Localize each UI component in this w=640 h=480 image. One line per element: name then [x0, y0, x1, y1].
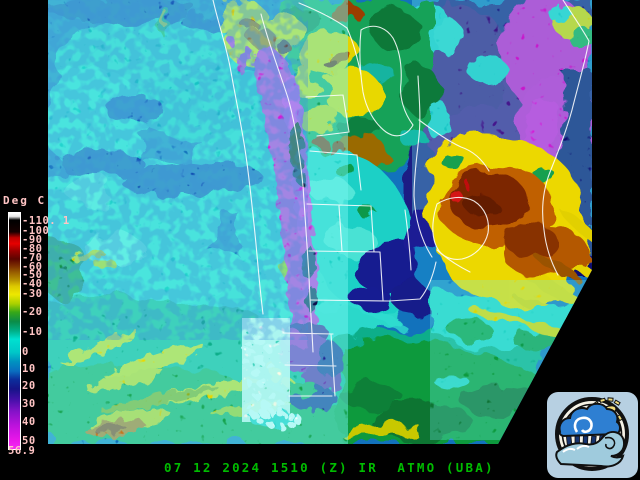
province-borders-patagonia: [282, 332, 337, 397]
province-borders-north: [305, 94, 362, 191]
parana-river: [413, 75, 433, 258]
wave-icon: [555, 430, 626, 468]
chile-argentina-border: [260, 13, 314, 353]
province-borders-central: [306, 203, 437, 302]
pacific-coastline: [212, 0, 264, 315]
rio-de-la-plata: [436, 249, 471, 273]
paraguay-outline: [359, 25, 414, 137]
country-borders: [212, 0, 590, 397]
cloud-texture: [48, 0, 592, 444]
uruguay-outline: [432, 196, 489, 260]
atmo-uba-logo: [547, 392, 638, 478]
timestamp-caption: 07 12 2024 1510 (Z) IR ATMO (UBA): [164, 460, 495, 475]
cloud-icon: [558, 402, 621, 438]
brazil-coastline: [542, 0, 590, 276]
